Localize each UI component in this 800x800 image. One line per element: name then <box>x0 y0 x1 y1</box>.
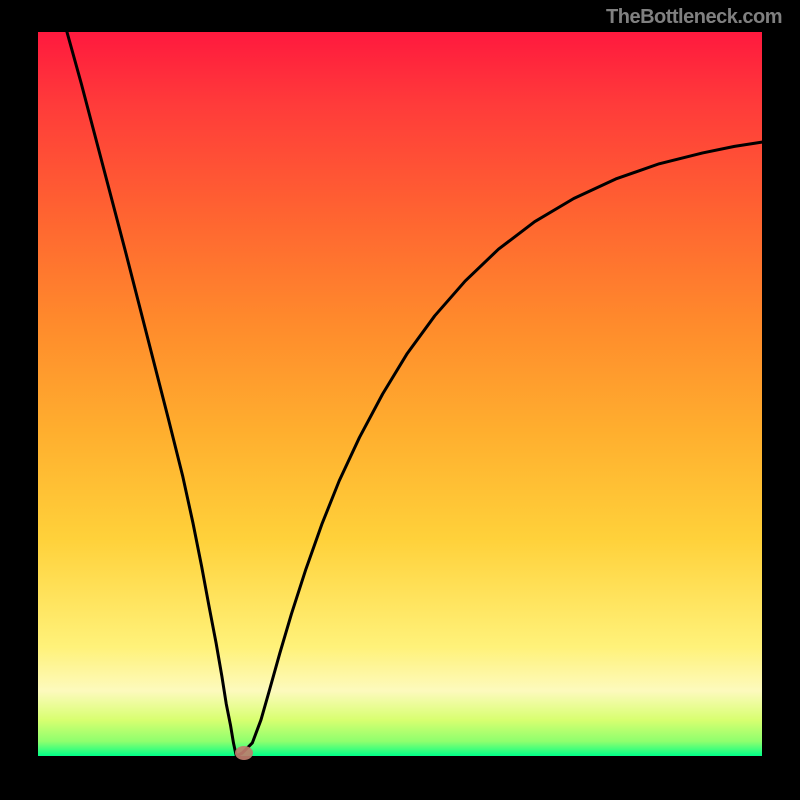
curve-layer <box>38 32 762 756</box>
bottleneck-curve <box>67 32 762 756</box>
plot-area <box>38 32 762 756</box>
watermark-text: TheBottleneck.com <box>606 6 782 29</box>
min-marker <box>235 746 253 760</box>
